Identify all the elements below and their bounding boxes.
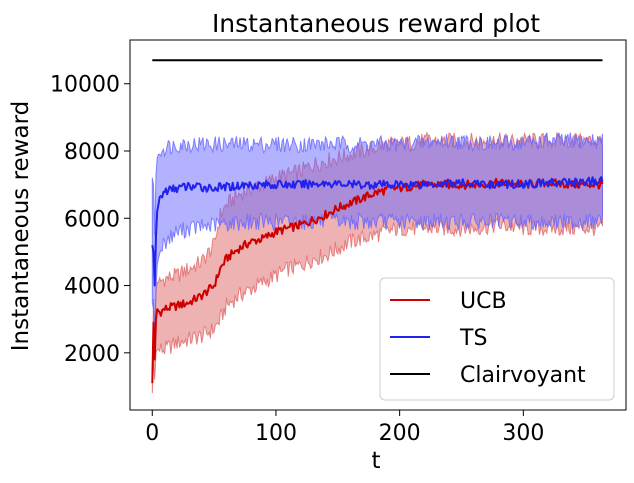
legend-label-ucb: UCB xyxy=(460,289,507,314)
x-tick-label: 200 xyxy=(379,421,421,446)
y-axis-title: Instantaneous reward xyxy=(8,101,34,351)
legend-label-ts: TS xyxy=(459,326,487,351)
legend: UCB TS Clairvoyant xyxy=(379,277,615,401)
y-tick-label: 2000 xyxy=(64,342,120,367)
legend-label-clairvoyant: Clairvoyant xyxy=(460,363,586,388)
legend-box xyxy=(379,277,615,401)
line-ts xyxy=(151,176,604,287)
series-lines xyxy=(151,59,604,384)
y-tick-label: 6000 xyxy=(64,207,120,232)
axes: 0 100 200 300 2000 4000 6000 8000 10000 xyxy=(50,39,627,446)
y-tick-label: 4000 xyxy=(64,275,120,300)
x-axis-title: t xyxy=(371,448,380,474)
x-tick-label: 100 xyxy=(255,421,297,446)
chart-title: Instantaneous reward plot xyxy=(212,9,540,38)
x-tick-label: 0 xyxy=(145,421,159,446)
y-tick-label: 10000 xyxy=(50,73,120,98)
x-tick-label: 300 xyxy=(502,421,544,446)
plot-frame xyxy=(129,39,627,411)
y-tick-label: 8000 xyxy=(64,140,120,165)
